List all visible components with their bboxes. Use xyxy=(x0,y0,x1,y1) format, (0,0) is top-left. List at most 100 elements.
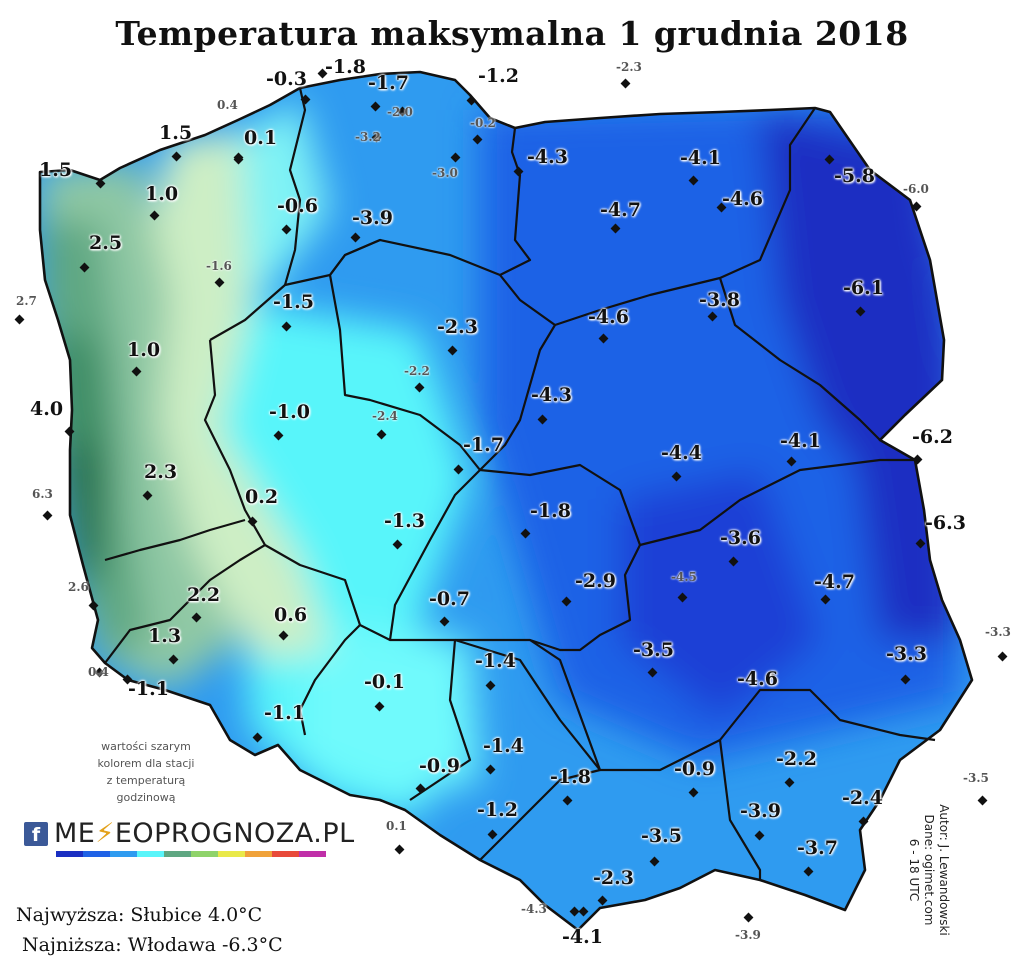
station-temperature-label: -3.3 xyxy=(886,643,927,665)
station-temperature-label: -3.9 xyxy=(352,207,393,229)
station-temperature-label: -4.6 xyxy=(722,188,763,210)
station-temperature-label: -3.5 xyxy=(641,825,682,847)
hourly-note-line: z temperaturą xyxy=(106,774,186,787)
station-temperature-label: 0.2 xyxy=(245,486,279,508)
credits: Autor: J. Lewandowski Dane: ogimet.com 6… xyxy=(906,790,951,950)
station-temperature-label: -4.3 xyxy=(521,902,547,916)
station-temperature-label: -1.8 xyxy=(325,56,366,78)
station-temperature-label: -4.7 xyxy=(814,571,855,593)
station-temperature-label: -1.6 xyxy=(206,259,232,273)
station-temperature-label: -1.3 xyxy=(384,510,425,532)
station-temperature-label: -4.7 xyxy=(600,199,641,221)
station-temperature-label: -3.5 xyxy=(963,771,989,785)
station-temperature-label: 0.1 xyxy=(244,127,278,149)
station-temperature-label: 1.5 xyxy=(159,122,193,144)
station-temperature-label: 4.0 xyxy=(30,398,64,420)
station-temperature-label: -1.5 xyxy=(273,291,314,313)
station-temperature-label: -4.6 xyxy=(737,668,778,690)
hourly-note: wartości szarym kolorem dla stacji z tem… xyxy=(66,738,226,806)
station-temperature-label: -3.6 xyxy=(720,527,761,549)
station-temperature-label: -3.5 xyxy=(633,639,674,661)
station-temperature-label: -2.0 xyxy=(387,105,413,119)
station-temperature-label: -0.9 xyxy=(419,755,460,777)
station-temperature-label: 1.0 xyxy=(127,339,161,361)
station-temperature-label: -3.9 xyxy=(740,800,781,822)
station-temperature-label: -1.2 xyxy=(478,65,519,87)
lightning-bolt-icon: ⚡ xyxy=(95,818,115,849)
station-temperature-label: 1.3 xyxy=(148,625,182,647)
regional-borders xyxy=(38,70,974,932)
brand-color-strip xyxy=(56,851,326,857)
station-temperature-label: -4.5 xyxy=(671,570,697,584)
station-temperature-label: -1.7 xyxy=(463,434,504,456)
station-temperature-label: -2.3 xyxy=(437,316,478,338)
station-temperature-label: -3.9 xyxy=(735,928,761,942)
station-temperature-label: -3.0 xyxy=(432,166,458,180)
station-temperature-label: -2.4 xyxy=(842,787,883,809)
station-temperature-label: 2.6 xyxy=(68,580,89,594)
station-temperature-label: -2.9 xyxy=(575,570,616,592)
station-temperature-label: -2.2 xyxy=(776,748,817,770)
station-temperature-label: -0.9 xyxy=(674,758,715,780)
station-temperature-label: 0.4 xyxy=(217,98,238,112)
hourly-note-line: wartości szarym xyxy=(101,740,191,753)
lowest-temperature: Najniższa: Włodawa -6.3°C xyxy=(22,934,283,956)
hourly-note-line: godzinową xyxy=(116,791,176,804)
station-temperature-label: -4.3 xyxy=(527,146,568,168)
brand-name-prefix: ME xyxy=(54,818,96,849)
station-temperature-label: 1.0 xyxy=(145,183,179,205)
station-temperature-label: -4.1 xyxy=(680,147,721,169)
station-temperature-label: 0.1 xyxy=(386,819,407,833)
station-temperature-label: -4.4 xyxy=(661,442,702,464)
brand-logo[interactable]: f ME⚡EOPROGNOZA.PL xyxy=(24,818,354,858)
extremes-summary: Najwyższa: Słubice 4.0°C Najniższa: Włod… xyxy=(16,900,283,960)
station-temperature-label: -0.1 xyxy=(364,671,405,693)
station-temperature-label: -0.2 xyxy=(470,116,496,130)
station-temperature-label: -1.4 xyxy=(483,735,524,757)
station-temperature-label: 6.3 xyxy=(32,487,53,501)
brand-name: ME⚡EOPROGNOZA.PL xyxy=(54,818,355,849)
station-temperature-label: -1.4 xyxy=(475,650,516,672)
credit-time-range: 6 - 18 UTC xyxy=(907,838,921,902)
station-temperature-label: -2.2 xyxy=(404,364,430,378)
credit-author: Autor: J. Lewandowski xyxy=(937,804,951,936)
brand-name-suffix: EOPROGNOZA.PL xyxy=(114,818,355,849)
station-temperature-label: 2.3 xyxy=(144,461,178,483)
station-temperature-label: -4.1 xyxy=(780,430,821,452)
station-temperature-label: -6.0 xyxy=(903,182,929,196)
station-temperature-label: -1.7 xyxy=(368,72,409,94)
station-temperature-label: -1.8 xyxy=(530,500,571,522)
station-temperature-label: -6.1 xyxy=(843,277,884,299)
station-temperature-label: -0.6 xyxy=(277,195,318,217)
station-temperature-label: -3.7 xyxy=(797,837,838,859)
hourly-note-line: kolorem dla stacji xyxy=(97,757,195,770)
station-temperature-label: -3.8 xyxy=(699,289,740,311)
station-temperature-label: -4.6 xyxy=(588,306,629,328)
station-temperature-label: -1.0 xyxy=(269,401,310,423)
station-temperature-label: -1.2 xyxy=(477,799,518,821)
station-temperature-label: 0.6 xyxy=(274,604,308,626)
station-temperature-label: -0.7 xyxy=(429,588,470,610)
station-temperature-label: -1.1 xyxy=(264,702,305,724)
station-temperature-label: -4.1 xyxy=(562,926,603,948)
station-temperature-label: -1.8 xyxy=(550,766,591,788)
station-temperature-label: -4.3 xyxy=(531,384,572,406)
credit-data-source: Dane: ogimet.com xyxy=(922,814,936,926)
station-temperature-label: -0.3 xyxy=(266,68,307,90)
station-temperature-label: -6.2 xyxy=(912,426,953,448)
station-temperature-label: -6.3 xyxy=(925,512,966,534)
highest-temperature: Najwyższa: Słubice 4.0°C xyxy=(16,904,263,926)
facebook-icon[interactable]: f xyxy=(24,822,48,846)
map-title: Temperatura maksymalna 1 grudnia 2018 xyxy=(115,14,909,53)
station-temperature-label: -3.2 xyxy=(355,130,381,144)
station-temperature-label: 2.7 xyxy=(16,294,37,308)
station-temperature-label: -2.3 xyxy=(593,867,634,889)
station-temperature-label: 2.2 xyxy=(187,584,221,606)
station-temperature-label: 1.5 xyxy=(39,159,73,181)
station-temperature-label: -2.4 xyxy=(372,409,398,423)
station-temperature-label: -1.1 xyxy=(128,678,169,700)
station-temperature-label: 2.5 xyxy=(89,232,123,254)
station-temperature-label: -5.8 xyxy=(834,165,875,187)
